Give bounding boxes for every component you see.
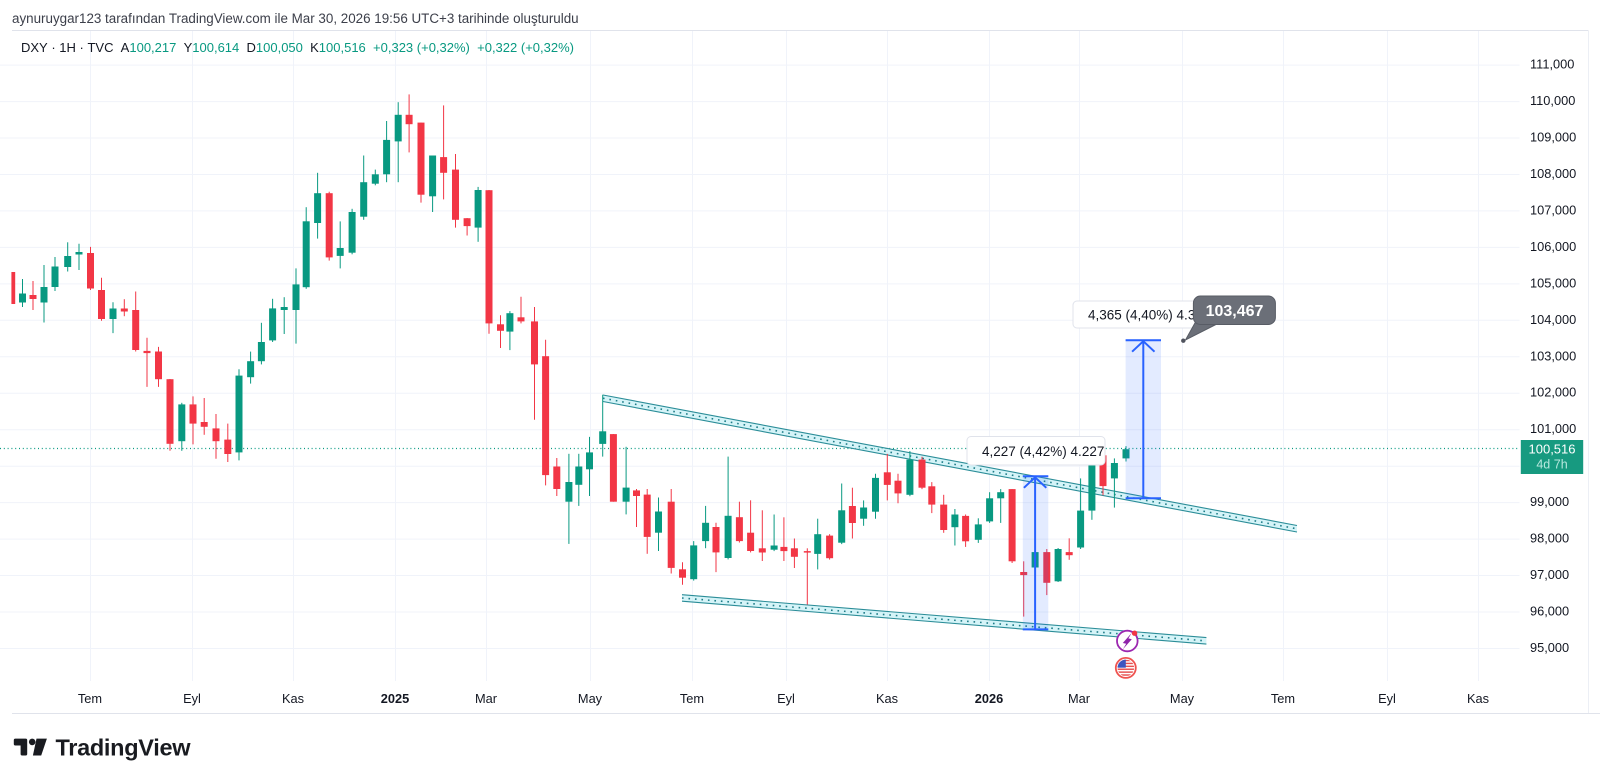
svg-text:96,000: 96,000 (1530, 604, 1569, 619)
svg-text:Mar: Mar (475, 691, 498, 706)
svg-text:Kas: Kas (282, 691, 304, 706)
svg-text:DXY · 1H · TVC A100,217 Y100: DXY · 1H · TVC A100,217 Y100,614 D100,05… (21, 40, 574, 55)
svg-text:108,000: 108,000 (1530, 166, 1576, 181)
svg-text:104,000: 104,000 (1530, 312, 1576, 327)
svg-text:Kas: Kas (1467, 691, 1489, 706)
svg-text:4,365 (4,40%) 4.365: 4,365 (4,40%) 4.365 (1088, 308, 1210, 323)
svg-text:2025: 2025 (381, 691, 409, 706)
svg-text:107,000: 107,000 (1530, 202, 1576, 217)
svg-text:Eyl: Eyl (1378, 691, 1396, 706)
svg-text:103,467: 103,467 (1206, 303, 1264, 320)
svg-text:Tem: Tem (680, 691, 704, 706)
svg-text:106,000: 106,000 (1530, 239, 1576, 254)
svg-text:111,000: 111,000 (1530, 57, 1574, 72)
svg-text:102,000: 102,000 (1530, 385, 1576, 400)
svg-text:2026: 2026 (975, 691, 1003, 706)
svg-text:Eyl: Eyl (183, 691, 201, 706)
svg-text:Tem: Tem (78, 691, 102, 706)
svg-text:May: May (578, 691, 603, 706)
svg-text:aynuruygar123 tarafından Tradi: aynuruygar123 tarafından TradingView.com… (12, 11, 579, 26)
svg-text:110,000: 110,000 (1530, 93, 1575, 108)
svg-text:98,000: 98,000 (1530, 531, 1569, 546)
svg-text:Kas: Kas (876, 691, 898, 706)
svg-text:103,000: 103,000 (1530, 348, 1576, 363)
svg-text:4d 7h: 4d 7h (1536, 458, 1567, 472)
svg-text:100,516: 100,516 (1529, 442, 1576, 457)
svg-text:Eyl: Eyl (777, 691, 795, 706)
svg-text:109,000: 109,000 (1530, 130, 1576, 145)
svg-text:Mar: Mar (1068, 691, 1091, 706)
svg-text:May: May (1170, 691, 1195, 706)
svg-text:Tem: Tem (1271, 691, 1295, 706)
svg-text:105,000: 105,000 (1530, 275, 1576, 290)
svg-text:97,000: 97,000 (1530, 567, 1569, 582)
svg-text:4,227 (4,42%) 4.227: 4,227 (4,42%) 4.227 (982, 444, 1104, 459)
svg-text:101,000: 101,000 (1530, 421, 1576, 436)
svg-text:TradingView: TradingView (56, 735, 192, 761)
svg-text:95,000: 95,000 (1530, 640, 1569, 655)
svg-text:99,000: 99,000 (1530, 494, 1569, 509)
